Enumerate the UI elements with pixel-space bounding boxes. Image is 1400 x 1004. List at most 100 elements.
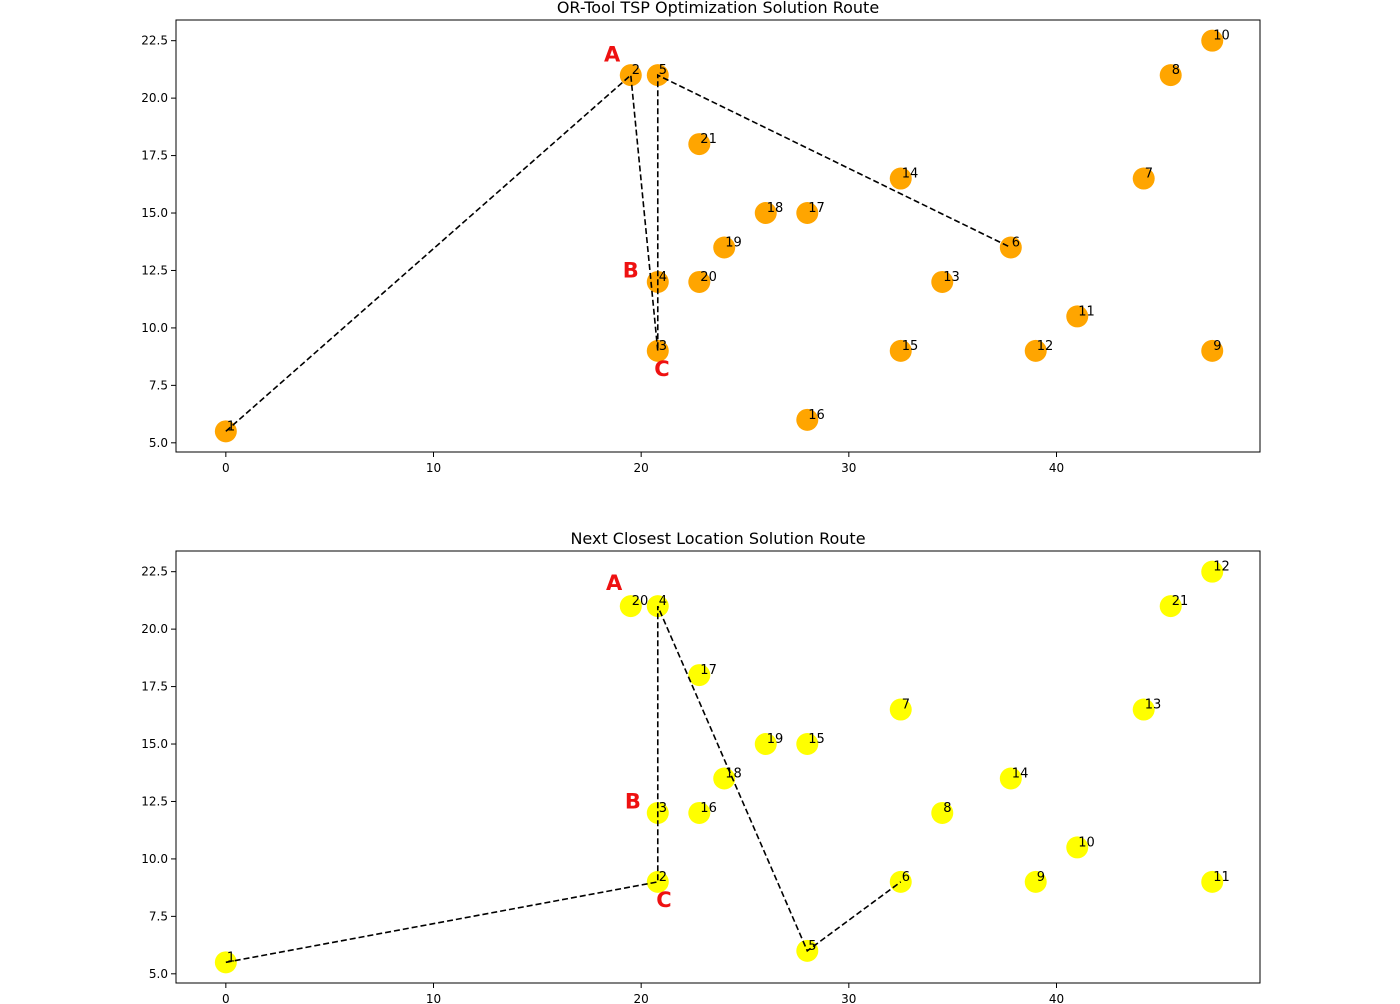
chart-title: OR-Tool TSP Optimization Solution Route bbox=[557, 0, 879, 17]
point-label: 11 bbox=[1078, 304, 1095, 319]
location-point bbox=[754, 733, 777, 756]
point-label: 7 bbox=[902, 698, 910, 713]
y-tick-label: 20.0 bbox=[141, 622, 168, 636]
point-label: 19 bbox=[767, 732, 784, 747]
point-label: 21 bbox=[700, 132, 717, 147]
point-label: 17 bbox=[700, 663, 717, 678]
point-label: 16 bbox=[808, 408, 825, 423]
point-label: 17 bbox=[808, 201, 825, 216]
annotation-label: B bbox=[625, 789, 641, 813]
x-tick-label: 40 bbox=[1049, 992, 1064, 1004]
point-label: 18 bbox=[725, 766, 742, 781]
location-point bbox=[1066, 305, 1089, 328]
point-label: 8 bbox=[1172, 63, 1180, 78]
location-point bbox=[931, 801, 954, 824]
y-tick-label: 12.5 bbox=[141, 794, 168, 808]
point-label: 16 bbox=[700, 801, 717, 816]
point-label: 9 bbox=[1037, 870, 1045, 885]
point-label: 15 bbox=[808, 732, 825, 747]
axes-frame bbox=[175, 550, 1261, 984]
location-point bbox=[796, 202, 819, 225]
y-tick-label: 20.0 bbox=[141, 91, 168, 105]
location-point bbox=[796, 408, 819, 431]
point-label: 3 bbox=[659, 801, 667, 816]
location-point bbox=[796, 733, 819, 756]
point-label: 7 bbox=[1145, 167, 1153, 182]
point-label: 6 bbox=[902, 870, 910, 885]
point-label: 15 bbox=[902, 339, 919, 354]
location-point bbox=[889, 698, 912, 721]
location-point bbox=[1159, 595, 1182, 618]
route-line bbox=[225, 73, 1012, 432]
point-label: 6 bbox=[1012, 235, 1020, 250]
y-tick-label: 22.5 bbox=[141, 565, 168, 579]
x-tick-label: 30 bbox=[841, 992, 856, 1004]
point-label: 4 bbox=[659, 594, 667, 609]
point-label: 18 bbox=[767, 201, 784, 216]
axes-frame bbox=[175, 19, 1261, 453]
point-label: 10 bbox=[1078, 835, 1095, 850]
point-label: 12 bbox=[1037, 339, 1054, 354]
point-label: 8 bbox=[943, 801, 951, 816]
location-point bbox=[646, 870, 669, 893]
point-label: 11 bbox=[1213, 870, 1230, 885]
location-point bbox=[688, 270, 711, 293]
point-label: 20 bbox=[632, 594, 649, 609]
location-point bbox=[889, 167, 912, 190]
y-tick-label: 10.0 bbox=[141, 852, 168, 866]
location-point bbox=[688, 664, 711, 687]
location-point bbox=[1132, 698, 1155, 721]
x-tick-label: 30 bbox=[841, 461, 856, 475]
location-point bbox=[889, 339, 912, 362]
annotation-label: C bbox=[656, 888, 671, 912]
point-label: 19 bbox=[725, 235, 742, 250]
location-point bbox=[931, 270, 954, 293]
point-label: 2 bbox=[659, 870, 667, 885]
y-tick-label: 5.0 bbox=[149, 436, 168, 450]
annotation-label: C bbox=[654, 357, 669, 381]
location-point bbox=[1201, 339, 1224, 362]
x-tick-label: 10 bbox=[426, 992, 441, 1004]
location-point bbox=[619, 595, 642, 618]
location-point bbox=[1024, 870, 1047, 893]
point-label: 9 bbox=[1213, 339, 1221, 354]
point-label: 14 bbox=[1012, 766, 1029, 781]
point-label: 5 bbox=[808, 939, 816, 954]
y-tick-label: 12.5 bbox=[141, 263, 168, 277]
location-point bbox=[1201, 560, 1224, 583]
next-closest-chart: Next Closest Location Solution Route 0 10… bbox=[141, 529, 1261, 1004]
annotation-label: A bbox=[604, 42, 621, 66]
location-point bbox=[1132, 167, 1155, 190]
location-point bbox=[1201, 29, 1224, 52]
y-tick-label: 5.0 bbox=[149, 967, 168, 981]
point-label: 5 bbox=[659, 63, 667, 78]
annotation-label: A bbox=[606, 571, 623, 595]
point-label: 13 bbox=[1145, 698, 1162, 713]
y-tick-label: 22.5 bbox=[141, 34, 168, 48]
location-point bbox=[1201, 870, 1224, 893]
x-tick-label: 0 bbox=[222, 461, 230, 475]
point-label: 4 bbox=[659, 270, 667, 285]
x-tick-label: 40 bbox=[1049, 461, 1064, 475]
x-tick-label: 20 bbox=[634, 461, 649, 475]
point-label: 1 bbox=[227, 419, 235, 434]
point-label: 10 bbox=[1213, 29, 1230, 44]
y-tick-label: 7.5 bbox=[149, 909, 168, 923]
point-label: 12 bbox=[1213, 560, 1230, 575]
location-point bbox=[1159, 64, 1182, 87]
x-tick-label: 20 bbox=[634, 992, 649, 1004]
tsp-optimization-chart: OR-Tool TSP Optimization Solution Route … bbox=[141, 0, 1261, 475]
y-tick-label: 15.0 bbox=[141, 206, 168, 220]
location-point bbox=[688, 133, 711, 156]
location-point bbox=[1066, 836, 1089, 859]
location-point bbox=[754, 202, 777, 225]
y-tick-label: 7.5 bbox=[149, 378, 168, 392]
route-line bbox=[225, 605, 902, 964]
point-label: 21 bbox=[1172, 594, 1189, 609]
point-label: 13 bbox=[943, 270, 960, 285]
point-label: 14 bbox=[902, 167, 919, 182]
point-label: 2 bbox=[632, 63, 640, 78]
y-tick-label: 10.0 bbox=[141, 321, 168, 335]
x-tick-label: 0 bbox=[222, 992, 230, 1004]
